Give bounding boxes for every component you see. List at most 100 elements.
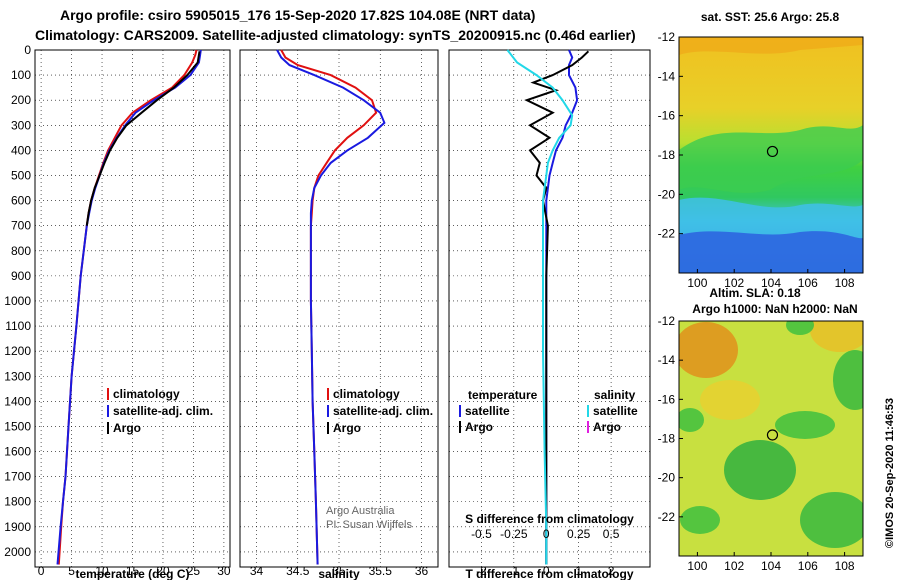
- legend-title: temperature: [468, 388, 538, 402]
- sla-patch: [810, 321, 863, 352]
- sst-patch: [679, 231, 863, 273]
- sla-patch: [800, 492, 863, 548]
- salinity-panel: 34 34.5 35 35.5 36 salinity: [239, 49, 439, 580]
- title-line-2: Climatology: CARS2009. Satellite-adjuste…: [35, 27, 636, 43]
- annotation: PI: Susan Wijffels: [326, 519, 412, 531]
- legend-label: climatology: [333, 387, 400, 401]
- x-tick-label: 15: [126, 564, 140, 578]
- x-tick-label: -1: [509, 564, 520, 578]
- x-tick-label: 0: [543, 564, 550, 578]
- map-x-tick: 102: [724, 276, 744, 290]
- legend-label: satellite-adj. clim.: [333, 404, 433, 418]
- x2-tick-label: 0.5: [603, 527, 620, 541]
- imos-stamp: ©IMOS 20-Sep-2020 11:46:53: [884, 398, 896, 548]
- map-y-tick: -12: [658, 30, 676, 44]
- map-y-tick: -22: [658, 227, 676, 241]
- map-y-tick: -18: [658, 432, 676, 446]
- y-tick-label: 400: [11, 143, 31, 157]
- sla-patch: [680, 506, 720, 534]
- sla-patch: [786, 321, 814, 335]
- y-tick-label: 0: [24, 43, 31, 57]
- x-tick-label: 34: [250, 564, 264, 578]
- x2-tick-label: -0.5: [471, 527, 492, 541]
- map-subtitle: Argo h1000: NaN h2000: NaN: [692, 302, 857, 316]
- y-tick-label: 2000: [4, 545, 31, 559]
- y-tick-label: 800: [11, 244, 31, 258]
- map-y-tick: -20: [658, 471, 676, 485]
- x-tick-label: 2: [608, 564, 615, 578]
- y-tick-label: 100: [11, 68, 31, 82]
- map-x-tick: 100: [687, 276, 707, 290]
- legend-title: salinity: [594, 388, 636, 402]
- temperature-panel: 0 5 10 15 20 25 300100200300400500600700800900…: [4, 43, 231, 580]
- map-panels: sat. SST: 25.6 Argo: 25.8 100 102 104 106 108…: [658, 10, 864, 573]
- map-y-tick: -14: [658, 69, 676, 83]
- map-x-tick: 108: [835, 559, 855, 573]
- differences-legend: temperature salinity satellite Argo satellit…: [459, 388, 638, 541]
- map-title: sat. SST: 25.6 Argo: 25.8: [701, 10, 840, 24]
- y-tick-label: 900: [11, 269, 31, 283]
- map-title: Altim. SLA: 0.18: [709, 286, 801, 300]
- panel-frame: [239, 49, 439, 568]
- legend-label: satellite: [465, 404, 510, 418]
- x-axis-label: T difference from climatology: [465, 567, 633, 580]
- x-tick-label: 35: [332, 564, 346, 578]
- y-tick-label: 1700: [4, 470, 31, 484]
- map-x-tick: 102: [724, 559, 744, 573]
- x-tick-label: 36: [415, 564, 429, 578]
- series-salinity-satellite-adj--clim-: [276, 49, 386, 565]
- y-tick-label: 1600: [4, 445, 31, 459]
- map-y-tick: -16: [658, 109, 676, 123]
- y-tick-label: 1100: [5, 319, 31, 333]
- x-axis-label: temperature (deg C): [75, 567, 189, 580]
- panel-frame: [448, 49, 651, 568]
- y-tick-label: 1800: [4, 495, 31, 509]
- y-tick-label: 1400: [4, 394, 31, 408]
- sst-patch: [679, 125, 863, 193]
- x-tick-label: 1: [575, 564, 582, 578]
- sla-patch: [679, 408, 704, 432]
- salinity-legend: climatology satellite-adj. clim. Argo: [327, 387, 433, 435]
- map-y-tick: -20: [658, 187, 676, 201]
- y-tick-label: 1200: [4, 344, 31, 358]
- map-y-tick: -12: [658, 314, 676, 328]
- map-y-tick: -16: [658, 392, 676, 406]
- map-x-tick: 100: [687, 559, 707, 573]
- sst-map: sat. SST: 25.6 Argo: 25.8 100 102 104 106 108…: [658, 10, 864, 290]
- sla-patch: [833, 350, 863, 410]
- map-y-tick: -22: [658, 510, 676, 524]
- y-tick-label: 500: [11, 168, 31, 182]
- y-tick-label: 600: [11, 194, 31, 208]
- legend-label: Argo: [593, 420, 621, 434]
- differences-panel: -2 -1 0 1 2T difference from climatology: [448, 49, 651, 580]
- x-tick-label: -2: [476, 564, 487, 578]
- series-differences-argo: [524, 50, 590, 565]
- argo-location-marker: [766, 429, 779, 441]
- map-x-tick: 104: [761, 559, 781, 573]
- series-temperature-argo: [85, 51, 201, 226]
- temperature-legend: climatology satellite-adj. clim. Argo: [107, 387, 213, 435]
- series-differences-satellite: [506, 49, 574, 565]
- panel-frame: [34, 49, 231, 568]
- sla-map: Altim. SLA: 0.18 Argo h1000: NaN h2000: N…: [658, 286, 864, 573]
- sla-patch: [700, 380, 760, 420]
- y-tick-label: 1900: [4, 520, 31, 534]
- legend-label: climatology: [113, 387, 180, 401]
- legend-label: Argo: [465, 420, 493, 434]
- x-tick-label: 10: [95, 564, 109, 578]
- legend-label: Argo: [113, 421, 141, 435]
- map-x-tick: 104: [761, 276, 781, 290]
- sla-patch: [724, 440, 796, 500]
- x2-tick-label: 0: [543, 527, 550, 541]
- map-y-tick: -14: [658, 353, 676, 367]
- argo-location-marker: [766, 145, 779, 158]
- y-tick-label: 1300: [4, 369, 31, 383]
- x-tick-label: 30: [217, 564, 231, 578]
- map-x-tick: 106: [798, 276, 818, 290]
- y-tick-label: 300: [11, 118, 31, 132]
- y-tick-label: 1000: [4, 294, 31, 308]
- map-x-tick: 108: [835, 276, 855, 290]
- x-tick-label: 0: [38, 564, 45, 578]
- profile-panels: 0 5 10 15 20 25 300100200300400500600700800900…: [4, 43, 651, 580]
